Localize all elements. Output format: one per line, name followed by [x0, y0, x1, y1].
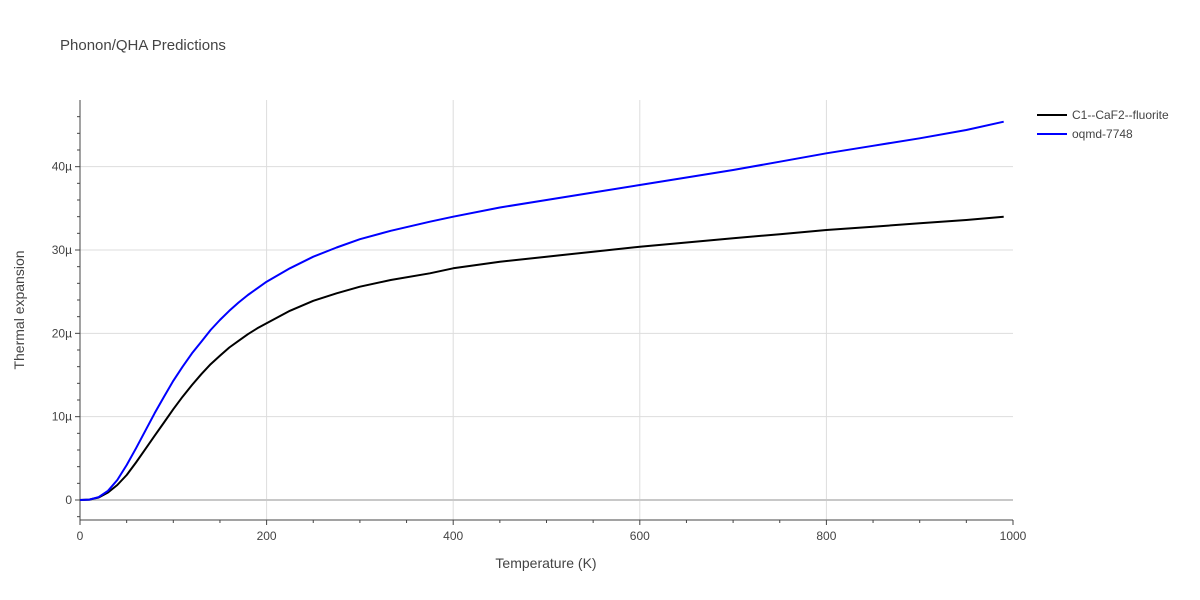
series-line-oqmd-7748: [79, 120, 1004, 501]
chart-title: Phonon/QHA Predictions: [60, 37, 226, 54]
x-tick-label: 1000: [1000, 529, 1027, 543]
y-tick-label: 0: [65, 493, 72, 507]
legend-label: C1--CaF2--fluorite: [1072, 108, 1169, 122]
legend-label: oqmd-7748: [1072, 127, 1133, 141]
y-tick-label: 30µ: [52, 243, 72, 257]
y-tick-label: 10µ: [52, 410, 72, 424]
series-lines: [79, 120, 1004, 501]
x-tick-label: 600: [630, 529, 650, 543]
y-tick-label: 40µ: [52, 160, 72, 174]
legend: C1--CaF2--fluorite oqmd-7748: [1037, 108, 1169, 141]
x-tick-label: 800: [816, 529, 836, 543]
x-tick-label: 0: [77, 529, 84, 543]
series-line-c1-caf2-fluorite: [79, 215, 1004, 501]
grid: [80, 100, 1013, 520]
axes: 0 200 400 600 800 1000 0 10µ 20µ 30µ 40µ: [52, 100, 1027, 543]
y-axis-title: Thermal expansion: [11, 250, 27, 369]
y-tick-label: 20µ: [52, 326, 72, 340]
x-axis-title: Temperature (K): [495, 555, 596, 571]
x-tick-label: 400: [443, 529, 463, 543]
x-tick-label: 200: [257, 529, 277, 543]
